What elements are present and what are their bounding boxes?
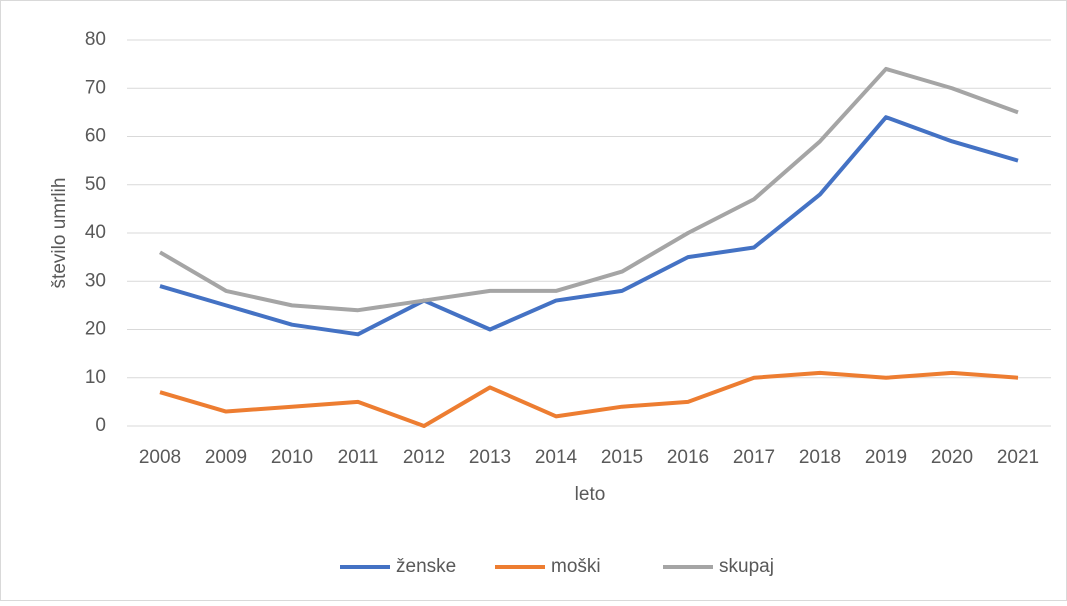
legend-label: moški [551,556,601,577]
y-tick-label: 80 [85,29,106,50]
x-tick-label: 2012 [403,447,445,468]
x-tick-label: 2018 [799,447,841,468]
x-axis-label: leto [575,484,606,505]
x-tick-label: 2008 [139,447,181,468]
y-tick-label: 20 [85,319,106,340]
x-tick-label: 2017 [733,447,775,468]
x-tick-label: 2021 [997,447,1039,468]
x-tick-label: 2010 [271,447,313,468]
y-tick-label: 70 [85,77,106,98]
x-tick-label: 2016 [667,447,709,468]
series-line [159,115,1019,337]
legend-label: skupaj [719,556,774,577]
x-tick-label: 2019 [865,447,907,468]
legend-label: ženske [396,556,456,577]
y-tick-label: 30 [85,270,106,291]
y-tick-label: 60 [85,126,106,147]
y-tick-label: 0 [95,415,106,436]
y-tick-label: 50 [85,174,106,195]
x-tick-label: 2015 [601,447,643,468]
series-line [159,370,1019,428]
y-tick-label: 40 [85,222,106,243]
x-tick-label: 2013 [469,447,511,468]
x-tick-label: 2009 [205,447,247,468]
y-axis-label: število umrlih [49,178,70,289]
x-tick-label: 2020 [931,447,973,468]
y-tick-label: 10 [85,367,106,388]
x-tick-label: 2011 [338,447,379,468]
series-line [158,66,1019,313]
x-tick-label: 2014 [535,447,578,468]
